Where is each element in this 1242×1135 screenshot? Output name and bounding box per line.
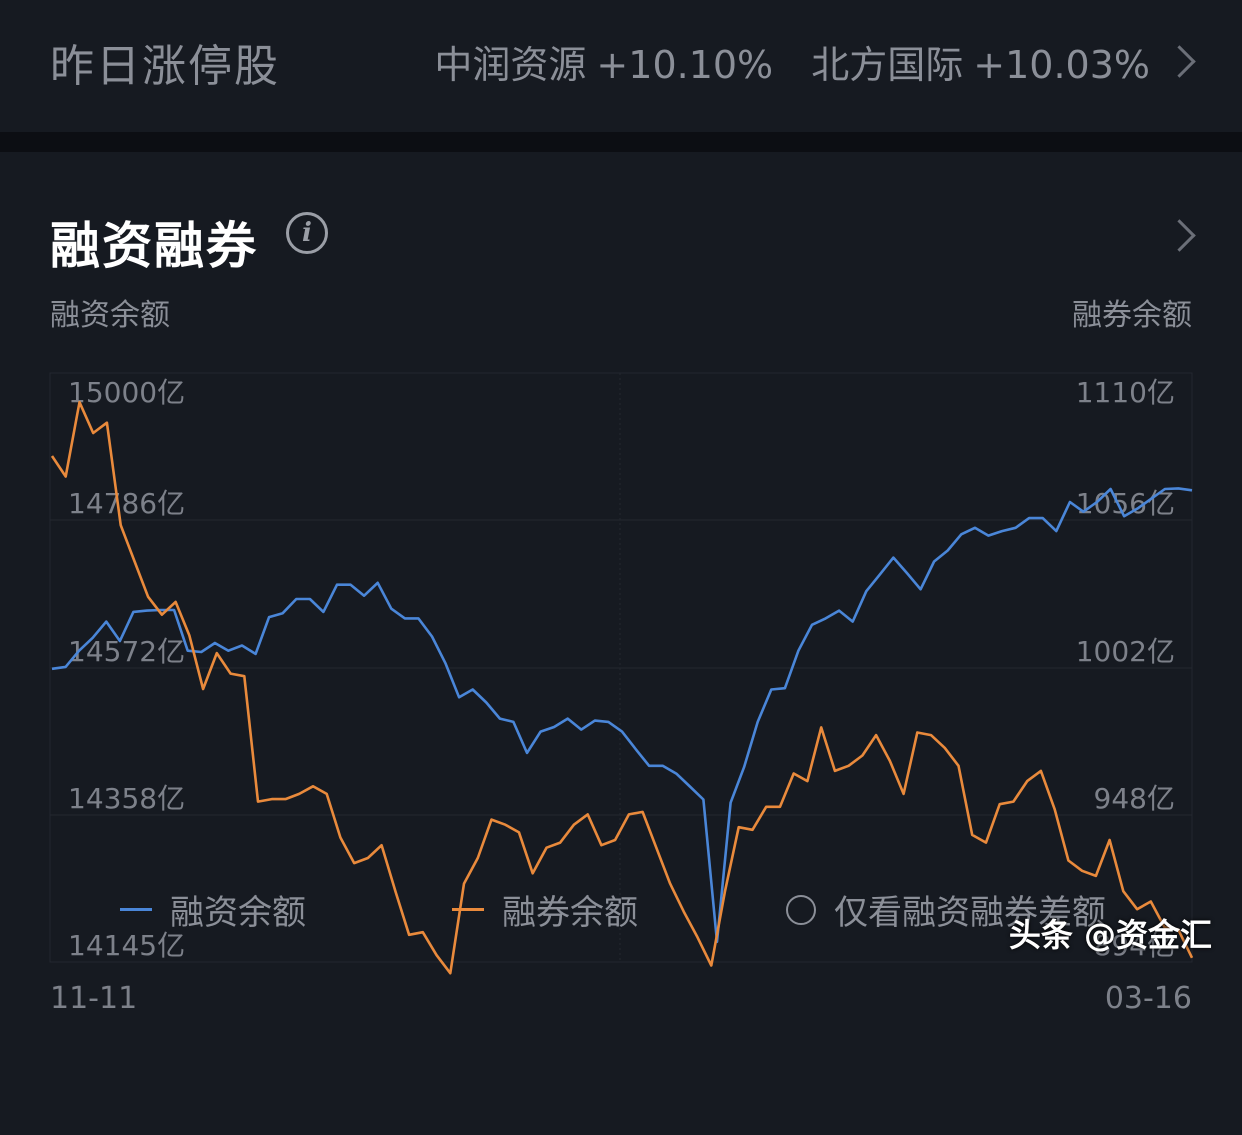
diff-only-toggle[interactable]: 仅看融资融券差额 <box>786 885 1106 934</box>
legend-lending-label: 融券余额 <box>502 893 638 933</box>
stock-name: 北方国际 <box>811 43 964 87</box>
card-title: 融资融券 <box>50 217 258 275</box>
radio-icon[interactable] <box>786 894 816 925</box>
financing-series-line <box>51 487 1193 944</box>
lending-swatch <box>452 908 484 911</box>
legend-lending[interactable]: 融券余额 <box>452 885 638 934</box>
stock-change: +10.10% <box>596 43 774 87</box>
diff-only-label: 仅看融资融券差额 <box>834 893 1106 933</box>
right-tick-label: 948亿 <box>1094 782 1175 815</box>
left-tick-label: 14786亿 <box>68 487 185 520</box>
financing-swatch <box>120 908 152 911</box>
limit-up-title: 昨日涨停股 <box>50 41 280 92</box>
right-tick-label: 894亿 <box>1094 929 1175 962</box>
right-tick-label: 1110亿 <box>1076 376 1175 409</box>
margin-trading-card: 融资融券 i 融资余额 融券余额 <box>0 152 1242 1135</box>
top-bar[interactable]: 昨日涨停股 中润资源 +10.10% 北方国际 +10.03% <box>0 0 1242 132</box>
left-tick-label: 14358亿 <box>68 782 185 815</box>
stock-change: +10.03% <box>973 43 1150 87</box>
left-tick-label: 14145亿 <box>68 929 185 962</box>
legend-financing-label: 融资余额 <box>170 893 306 933</box>
right-tick-label: 1002亿 <box>1076 635 1175 668</box>
legend-financing[interactable]: 融资余额 <box>120 885 306 934</box>
info-icon[interactable]: i <box>286 212 328 254</box>
left-tick-label: 15000亿 <box>68 376 185 409</box>
limit-up-stocks: 中润资源 +10.10% 北方国际 +10.03% <box>408 34 1150 89</box>
left-axis-title: 融资余额 <box>50 298 170 333</box>
lending-series-line <box>50 400 1194 975</box>
stock-name: 中润资源 <box>434 43 587 87</box>
watermark: 头条 @资金汇 <box>1008 916 1212 954</box>
x-start-label: 11-11 <box>50 981 137 1016</box>
x-end-label: 03-16 <box>1105 981 1192 1016</box>
left-tick-label: 14572亿 <box>68 635 185 668</box>
right-axis-title: 融券余额 <box>1072 298 1192 333</box>
